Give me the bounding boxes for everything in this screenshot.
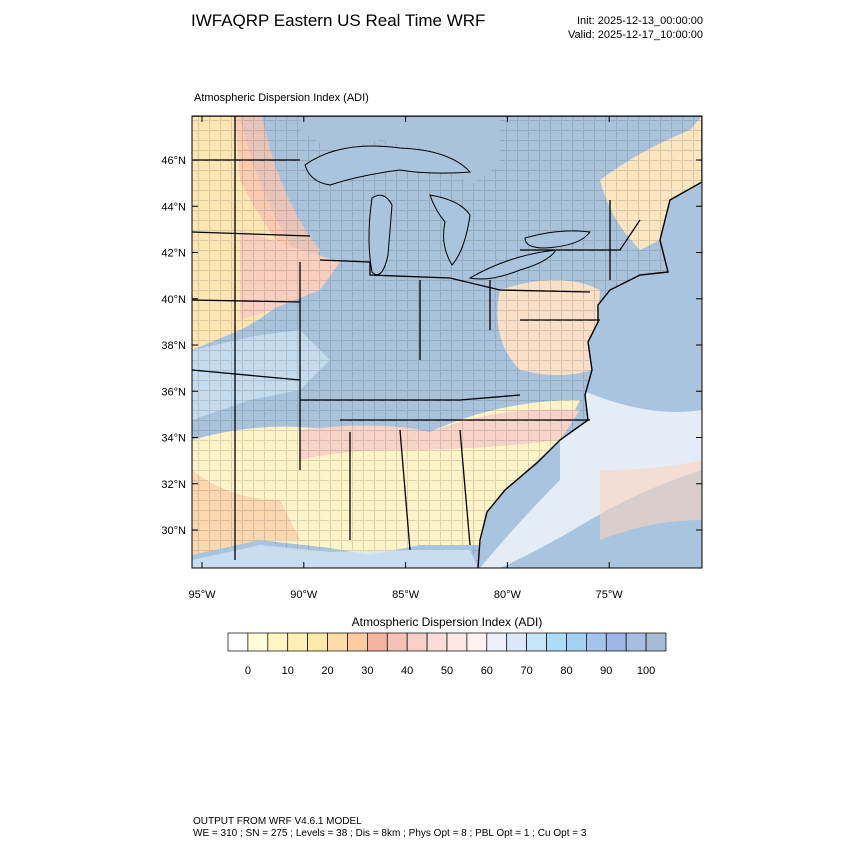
colorbar-box: [645, 632, 667, 652]
state-borders: [192, 116, 641, 560]
colorbar-box: [625, 632, 647, 652]
gulf-mixing: [192, 545, 478, 568]
colorbar-box: [605, 632, 627, 652]
lon-label: 85°W: [392, 589, 420, 601]
lon-label: 90°W: [290, 589, 318, 601]
lat-label: 32°N: [161, 479, 186, 491]
map-ticks: 46°N 44°N 42°N 40°N 38°N 36°N 34°N 32°N 30°N 95°W…: [161, 116, 702, 601]
title: IWFAQRP Eastern US Real Time WRF: [191, 11, 485, 30]
ocean-mixing: [480, 380, 702, 568]
colorbar-box: [327, 632, 348, 652]
coastline: [192, 116, 702, 568]
colorbar-box: [367, 632, 388, 652]
lat-label: 38°N: [161, 340, 186, 352]
init-time: Init: 2025-12-13_00:00:00: [577, 15, 703, 27]
footer-line: WE = 310 ; SN = 275 ; Levels = 38 ; Dis …: [193, 828, 587, 839]
lat-label: 42°N: [161, 248, 186, 260]
colorbar-box: [546, 632, 567, 652]
colorbar-title: Atmospheric Dispersion Index (ADI): [352, 615, 543, 629]
lon-label: 75°W: [596, 589, 624, 601]
colorbar-label: 80: [560, 665, 572, 677]
panel-label: Atmospheric Dispersion Index (ADI): [194, 92, 369, 104]
map-frame: [191, 115, 703, 569]
colorbar-box: [466, 632, 488, 652]
colorbar-label: 60: [481, 665, 493, 677]
colorbar-box: [566, 632, 587, 652]
colorbar: 0 10 20 30 40 50 60 70 80 90 100: [227, 632, 667, 677]
canada: [300, 116, 500, 185]
colorbar-box: [426, 632, 448, 652]
colorbar-label: 10: [282, 665, 294, 677]
ocean-mixing: [600, 460, 702, 540]
colorbar-box: [247, 632, 269, 652]
colorbar-box: [287, 632, 308, 652]
lon-label: 95°W: [188, 589, 216, 601]
colorbar-label: 20: [321, 665, 333, 677]
lat-label: 30°N: [161, 525, 186, 537]
colorbar-box: [586, 632, 607, 652]
lat-label: 34°N: [161, 433, 186, 445]
colorbar-box: [406, 632, 428, 652]
colorbar-label: 50: [441, 665, 453, 677]
great-lakes: [304, 145, 591, 280]
footer-line: OUTPUT FROM WRF V4.6.1 MODEL: [193, 816, 362, 827]
lat-label: 40°N: [161, 294, 186, 306]
colorbar-box: [267, 632, 289, 652]
colorbar-label: 40: [401, 665, 413, 677]
colorbar-label: 30: [361, 665, 373, 677]
colorbar-box: [347, 632, 368, 652]
colorbar-label: 100: [637, 665, 655, 677]
map: [192, 116, 702, 568]
colorbar-box: [486, 632, 508, 652]
colorbar-box: [506, 632, 527, 652]
colorbar-label: 90: [600, 665, 612, 677]
colorbar-box: [227, 632, 249, 652]
lat-label: 44°N: [161, 201, 186, 213]
colorbar-box: [307, 632, 328, 652]
colorbar-label: 0: [245, 665, 251, 677]
colorbar-box: [446, 632, 468, 652]
colorbar-box: [386, 632, 408, 652]
lat-label: 36°N: [161, 386, 186, 398]
valid-time: Valid: 2025-12-17_10:00:00: [568, 29, 703, 41]
lon-label: 80°W: [494, 589, 522, 601]
lat-label: 46°N: [161, 155, 186, 167]
colorbar-box: [526, 632, 547, 652]
colorbar-label: 70: [521, 665, 533, 677]
county-lines: [192, 116, 702, 568]
